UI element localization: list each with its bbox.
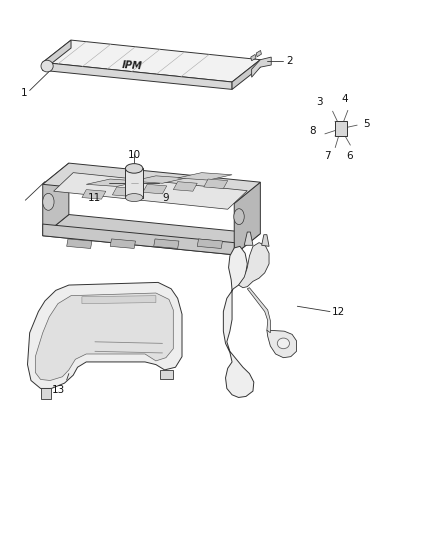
- Polygon shape: [82, 190, 106, 199]
- Polygon shape: [43, 215, 260, 255]
- Polygon shape: [41, 389, 51, 399]
- Polygon shape: [43, 40, 71, 70]
- Polygon shape: [178, 173, 232, 180]
- Polygon shape: [28, 282, 182, 389]
- Polygon shape: [197, 239, 223, 248]
- Text: 5: 5: [363, 119, 369, 130]
- Polygon shape: [261, 235, 269, 246]
- Polygon shape: [53, 173, 247, 209]
- Polygon shape: [244, 232, 253, 245]
- Polygon shape: [143, 184, 167, 194]
- Polygon shape: [160, 370, 173, 379]
- Polygon shape: [239, 243, 269, 288]
- Text: 7: 7: [325, 151, 331, 161]
- Text: 4: 4: [342, 94, 349, 104]
- Polygon shape: [43, 163, 260, 204]
- Polygon shape: [82, 296, 156, 304]
- Polygon shape: [252, 57, 271, 77]
- Ellipse shape: [277, 338, 290, 349]
- Text: IPM: IPM: [121, 60, 142, 72]
- Polygon shape: [43, 163, 69, 236]
- Text: 6: 6: [346, 151, 353, 161]
- Polygon shape: [125, 168, 143, 198]
- Polygon shape: [43, 40, 260, 82]
- Polygon shape: [43, 62, 232, 90]
- Polygon shape: [251, 54, 256, 61]
- Ellipse shape: [234, 209, 244, 224]
- Ellipse shape: [41, 60, 53, 72]
- Polygon shape: [154, 239, 179, 248]
- Polygon shape: [223, 246, 254, 398]
- Text: 9: 9: [162, 192, 169, 203]
- Text: 12: 12: [332, 306, 346, 317]
- Text: 3: 3: [316, 97, 322, 107]
- Polygon shape: [110, 239, 135, 248]
- Polygon shape: [247, 288, 270, 333]
- Ellipse shape: [43, 193, 54, 211]
- Polygon shape: [67, 239, 92, 248]
- Text: 10: 10: [127, 150, 141, 160]
- Polygon shape: [234, 182, 260, 255]
- Polygon shape: [256, 51, 261, 57]
- Polygon shape: [204, 179, 228, 189]
- Polygon shape: [43, 224, 234, 255]
- Polygon shape: [86, 179, 141, 187]
- Polygon shape: [113, 187, 136, 197]
- Ellipse shape: [125, 193, 143, 201]
- Text: 13: 13: [51, 384, 64, 394]
- Polygon shape: [132, 176, 186, 183]
- FancyBboxPatch shape: [335, 121, 347, 136]
- Text: 2: 2: [286, 56, 293, 66]
- Text: 1: 1: [21, 87, 27, 98]
- Polygon shape: [35, 293, 173, 381]
- Polygon shape: [232, 60, 260, 90]
- Text: 11: 11: [88, 192, 102, 203]
- Ellipse shape: [125, 164, 143, 173]
- Polygon shape: [267, 330, 297, 358]
- Text: 8: 8: [309, 126, 316, 136]
- Polygon shape: [173, 182, 197, 191]
